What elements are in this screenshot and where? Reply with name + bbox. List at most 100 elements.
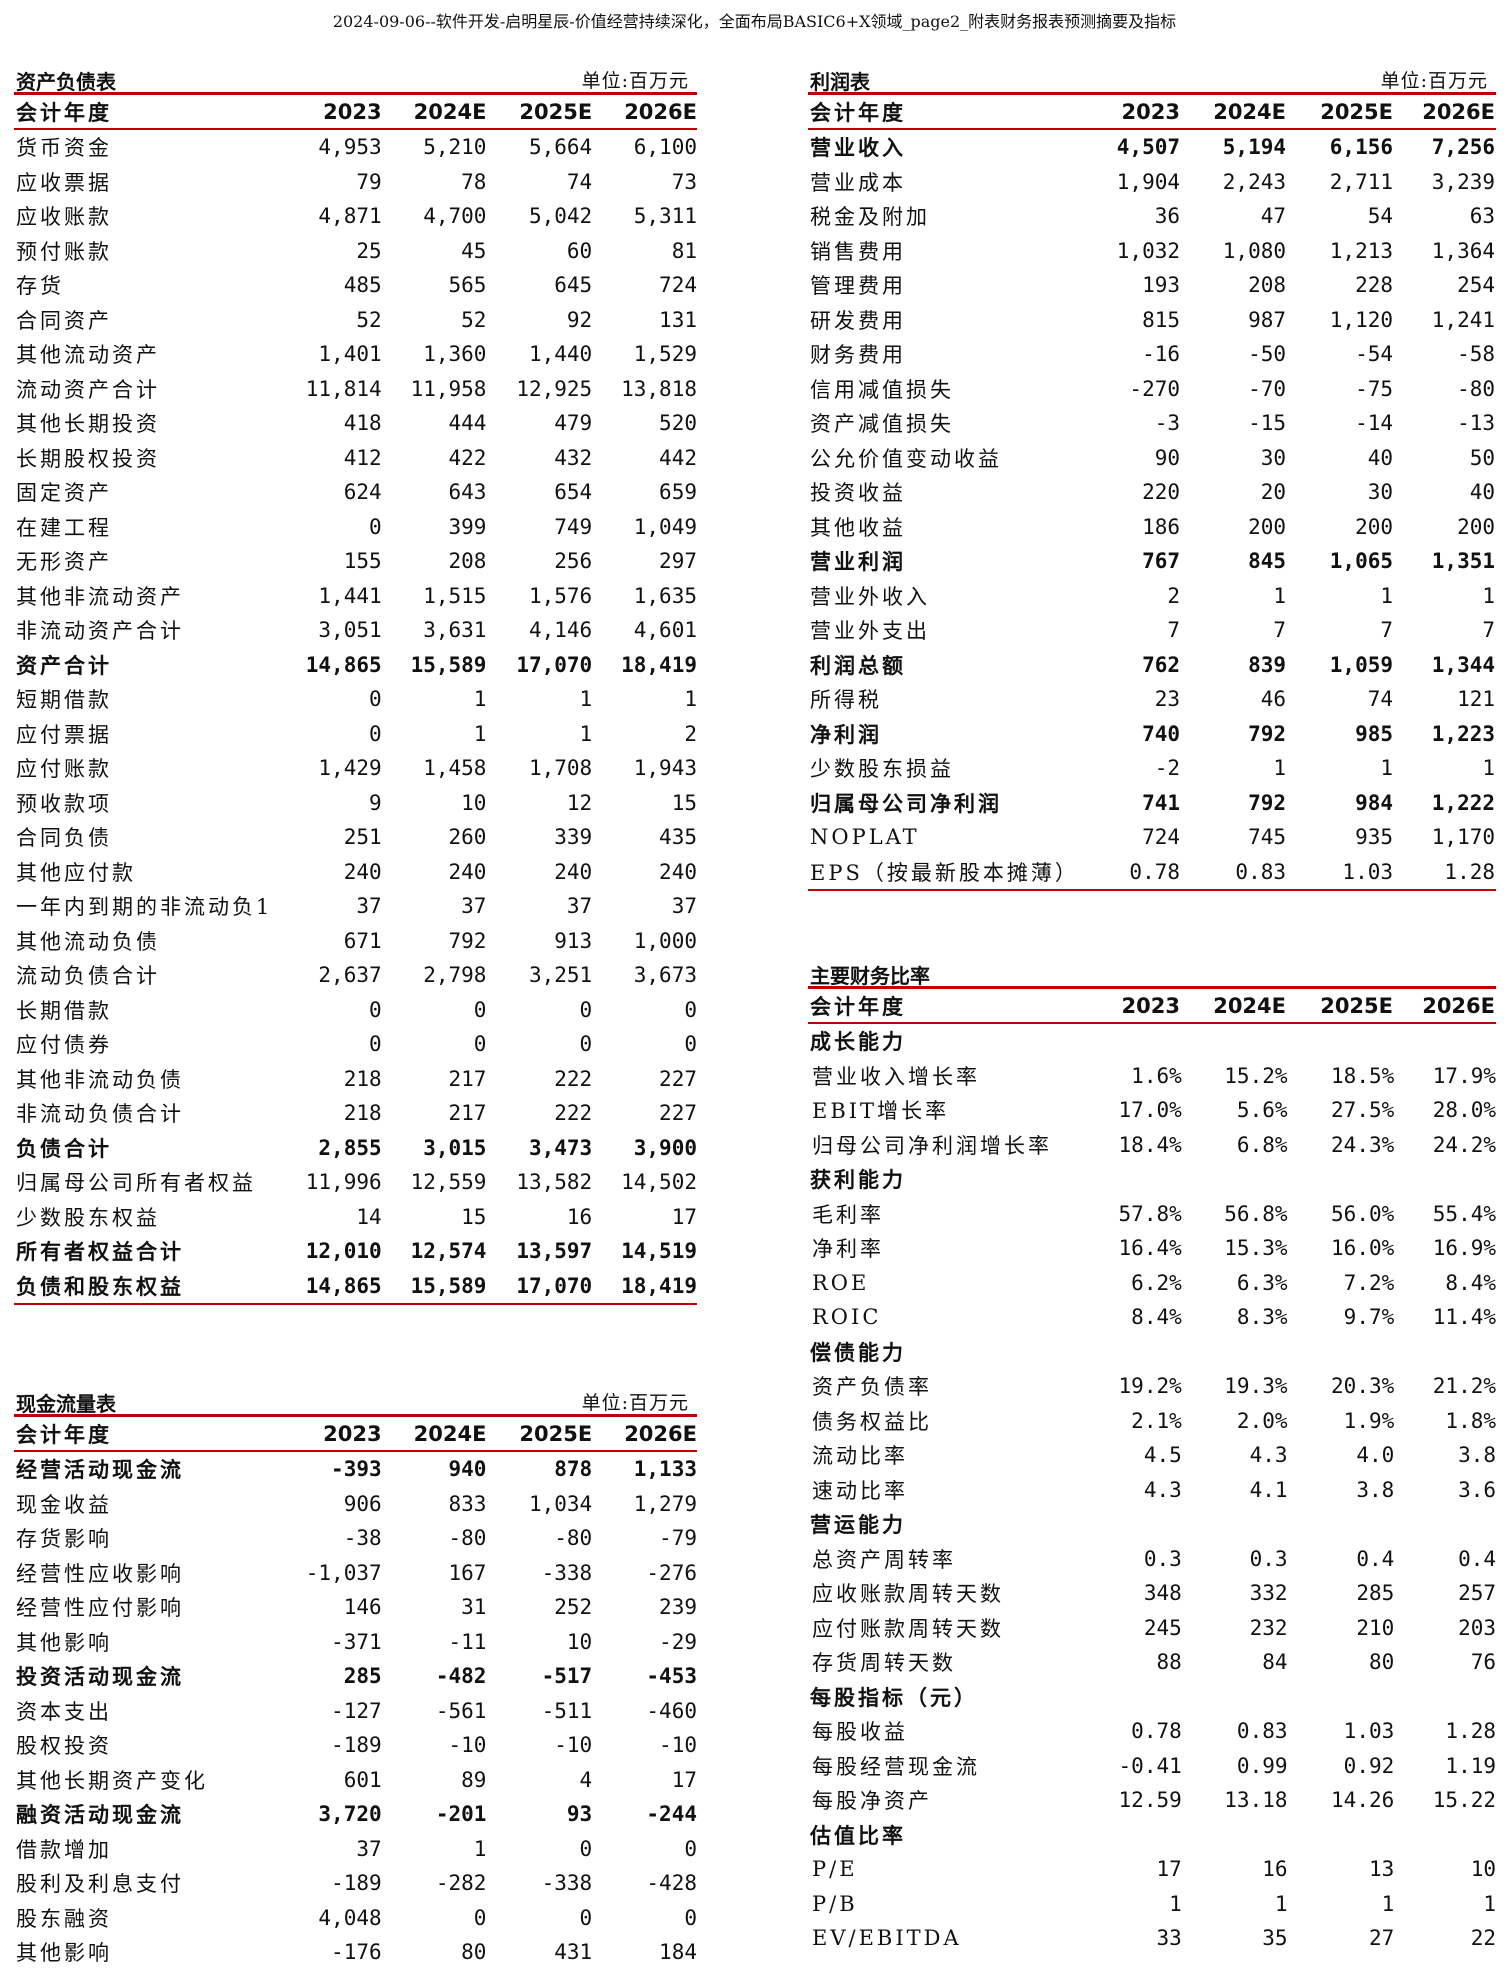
table-cell: -0.41 [1118, 1753, 1182, 1778]
table-row: 应付债券 0 0 0 0 [14, 1027, 697, 1062]
table-cell: 845 [1248, 549, 1286, 574]
row-label: 负债合计 [16, 1135, 112, 1161]
table-row: 营业收入增长率 1.6% 15.2% 18.5% 17.9% [808, 1059, 1496, 1094]
table-cell: -79 [659, 1526, 697, 1551]
financial-ratios-rows: 成长能力 营业收入增长率 1.6% 15.2% 18.5% 17.9% EBIT增长率 17.… [808, 1024, 1496, 1956]
table-row: 销售费用 1,032 1,080 1,213 1,364 [808, 234, 1496, 269]
table-cell: 1 [684, 687, 697, 712]
table-cell: 3.8 [1458, 1443, 1496, 1468]
table-cell: 12,925 [516, 376, 593, 401]
table-cell: 1,133 [633, 1457, 697, 1482]
row-label: P/E [812, 1857, 858, 1882]
income-statement-table: 利润表 单位:百万元 会计年度 2023 2024E 2025E 2026E 营… [808, 62, 1496, 891]
table-cell: -10 [659, 1733, 697, 1758]
table-cell: 57.8% [1118, 1201, 1182, 1226]
row-label: 预付账款 [16, 239, 112, 264]
table-cell: 9.7% [1343, 1305, 1395, 1330]
table-cell: 6.8% [1236, 1132, 1288, 1157]
table-cell: 93 [566, 1802, 593, 1827]
table-cell: 56.8% [1224, 1201, 1288, 1226]
table-cell: 0 [473, 1905, 487, 1930]
row-label: 归母公司净利润增长率 [812, 1133, 1052, 1158]
table-cell: 12,559 [410, 1170, 487, 1195]
table-cell: -282 [435, 1871, 487, 1896]
table-cell: 37 [566, 894, 593, 919]
column-header-label: 会计年度 [810, 993, 906, 1019]
table-row: ROIC 8.4% 8.3% 9.7% 11.4% [808, 1300, 1496, 1335]
table-row: 长期股权投资 412 422 432 442 [14, 441, 697, 476]
table-cell: 4.3 [1249, 1443, 1288, 1468]
table-cell: 74 [566, 169, 593, 194]
table-cell: 749 [554, 514, 593, 539]
table-cell: 878 [554, 1457, 593, 1482]
row-label: 营业外收入 [810, 584, 930, 609]
table-cell: 18,419 [621, 652, 697, 677]
table-cell: 792 [448, 928, 487, 953]
table-cell: -127 [331, 1698, 382, 1723]
row-label: 投资收益 [810, 481, 906, 506]
table-cell: 624 [343, 480, 382, 505]
row-label: 信用减值损失 [810, 377, 954, 402]
section-row: 获利能力 [808, 1162, 1496, 1197]
table-cell: 740 [1142, 721, 1180, 746]
table-cell: 18.5% [1331, 1063, 1395, 1088]
section-label: 每股指标（元） [810, 1684, 978, 1710]
table-cell: 1.9% [1343, 1408, 1395, 1433]
table-cell: 8.4% [1131, 1305, 1182, 1330]
table-cell: 643 [448, 480, 487, 505]
table-row: 研发费用 815 987 1,120 1,241 [808, 303, 1496, 338]
table-row: 现金收益 906 833 1,034 1,279 [14, 1487, 697, 1522]
table-row: 借款增加 37 1 0 0 [14, 1832, 697, 1867]
financial-ratios-title: 主要财务比率 [810, 964, 930, 988]
table-cell: 222 [554, 1066, 593, 1091]
table-cell: 146 [343, 1595, 382, 1620]
table-cell: 1.19 [1445, 1753, 1496, 1778]
table-cell: 1,080 [1222, 238, 1286, 263]
table-cell: -58 [1457, 342, 1495, 367]
table-row: 营业成本 1,904 2,243 2,711 3,239 [808, 165, 1496, 200]
table-cell: 1 [1274, 1891, 1288, 1916]
table-cell: 1,429 [318, 756, 382, 781]
table-cell: 4.1 [1249, 1477, 1288, 1502]
row-label: 应付债券 [16, 1033, 112, 1058]
table-row: 归属母公司所有者权益 11,996 12,559 13,582 14,502 [14, 1165, 697, 1200]
table-row: 合同负债 251 260 339 435 [14, 820, 697, 855]
column-header-year: 2025E [519, 1421, 593, 1446]
table-row: 其他长期资产变化 601 89 4 17 [14, 1763, 697, 1798]
table-cell: -371 [331, 1629, 382, 1654]
table-cell: 10 [1470, 1857, 1496, 1882]
table-cell: 1 [473, 721, 487, 746]
table-cell: 285 [343, 1664, 382, 1689]
table-cell: 1,000 [633, 928, 697, 953]
table-cell: 0 [579, 997, 593, 1022]
section-label: 估值比率 [810, 1822, 906, 1848]
table-row: 总资产周转率 0.3 0.3 0.4 0.4 [808, 1542, 1496, 1577]
table-row: 其他非流动负债 218 217 222 227 [14, 1062, 697, 1097]
row-label: 应付账款 [16, 757, 112, 782]
table-cell: 0.3 [1249, 1546, 1288, 1571]
table-cell: 984 [1355, 790, 1393, 815]
row-label: 净利润 [810, 721, 882, 747]
row-label: 流动资产合计 [16, 377, 160, 402]
balance-sheet-unit: 单位:百万元 [581, 70, 689, 92]
table-cell: 0.3 [1143, 1546, 1182, 1571]
table-cell: 89 [461, 1767, 487, 1792]
table-row: 流动负债合计 2,637 2,798 3,251 3,673 [14, 958, 697, 993]
balance-sheet-title: 资产负债表 [16, 70, 116, 94]
table-cell: 74 [1367, 687, 1393, 712]
financial-ratios-column-header: 会计年度 2023 2024E 2025E 2026E [808, 989, 1496, 1024]
table-cell: 78 [461, 169, 487, 194]
row-label: 非流动负债合计 [16, 1102, 184, 1127]
section-label: 偿债能力 [810, 1339, 906, 1365]
row-label: 其他长期资产变化 [16, 1768, 208, 1793]
table-cell: 5,194 [1222, 135, 1286, 160]
table-cell: -13 [1457, 411, 1495, 436]
row-label: 股东融资 [16, 1906, 112, 1931]
balance-sheet-rows: 货币资金 4,953 5,210 5,664 6,100 应收票据 79 78 74 73 应收账款… [14, 130, 697, 1305]
table-cell: -54 [1355, 342, 1393, 367]
row-label: 合同负债 [16, 826, 112, 851]
table-cell: 27 [1368, 1926, 1395, 1951]
table-cell: 88 [1156, 1650, 1182, 1675]
table-cell: 348 [1143, 1581, 1182, 1606]
table-cell: 724 [1142, 825, 1180, 850]
